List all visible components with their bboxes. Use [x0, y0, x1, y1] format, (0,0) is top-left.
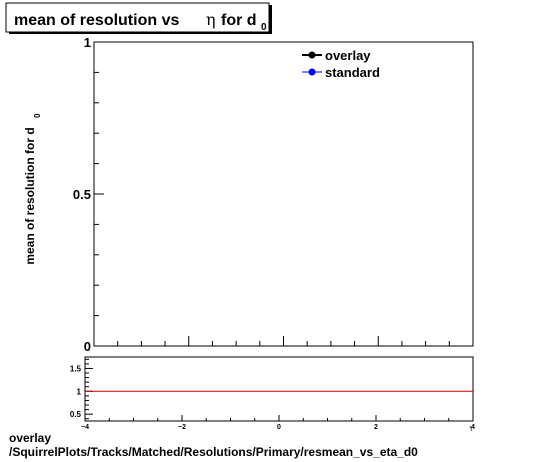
ratio-y-tick-label: 0.5 — [70, 410, 82, 419]
chart-title-subscript: 0 — [261, 22, 267, 33]
ratio-y-tick-label: 1.5 — [70, 364, 82, 373]
ratio-x-tick-label: 0 — [277, 424, 281, 431]
chart-title-eta: η — [206, 10, 216, 29]
ratio-x-axis-corner-mark — [469, 425, 473, 432]
footer-line-1: overlay — [9, 431, 51, 445]
legend-entry-standard: standard — [302, 65, 380, 80]
main-y-axis: 00.51 — [73, 35, 104, 354]
ratio-x-axis: −4 −2 0 2 4 — [81, 415, 475, 431]
legend: overlay standard — [302, 48, 380, 80]
main-y-axis-label: mean of resolution for d 0 — [23, 113, 42, 265]
legend-entry-overlay: overlay — [302, 48, 371, 63]
ratio-plot-frame — [84, 356, 474, 422]
ratio-x-tick-label: 2 — [374, 424, 378, 431]
legend-marker-standard — [308, 68, 316, 76]
main-plot-frame — [93, 41, 474, 347]
ratio-x-tick-label: −2 — [178, 424, 186, 431]
ratio-y-tick-label: 1 — [77, 387, 82, 396]
y-axis-label-subscript: 0 — [33, 113, 42, 118]
chart-title: mean of resolution vs — [14, 12, 179, 29]
ratio-y-axis: 0.5 1 1.5 — [70, 358, 93, 420]
y-axis-label-text: mean of resolution for d — [23, 127, 37, 264]
main-y-tick-label: 1 — [84, 35, 91, 50]
legend-marker-overlay — [308, 51, 316, 59]
main-y-tick-label: 0 — [84, 339, 91, 354]
chart-title-suffix: for d — [221, 12, 257, 29]
legend-label-overlay: overlay — [325, 48, 371, 63]
title-box: mean of resolution vs η for d 0 — [5, 2, 272, 34]
footer-line-2: /SquirrelPlots/Tracks/Matched/Resolution… — [9, 445, 418, 459]
main-y-tick-label: 0.5 — [73, 187, 91, 202]
main-x-axis — [93, 336, 474, 346]
ratio-x-tick-label: 4 — [471, 424, 475, 431]
ratio-x-tick-label: −4 — [81, 424, 89, 431]
legend-label-standard: standard — [325, 65, 380, 80]
